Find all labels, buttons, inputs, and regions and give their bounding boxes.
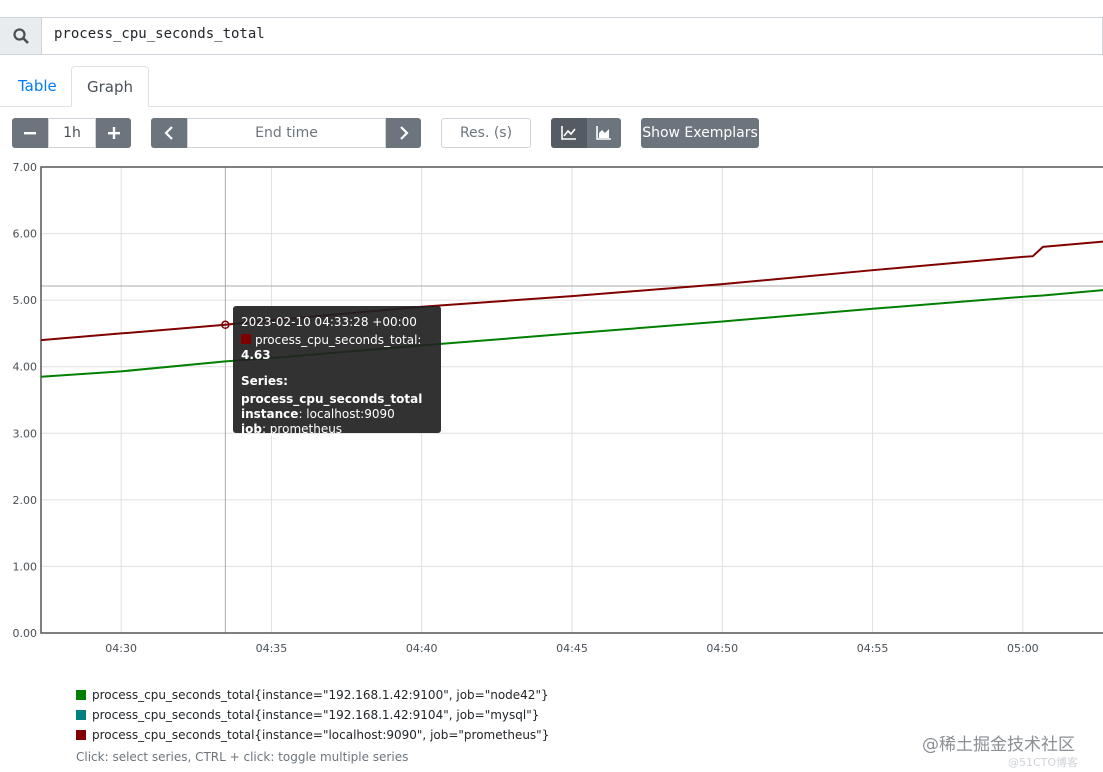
end-time-input[interactable]: End time	[187, 118, 386, 148]
label-value: : prometheus	[261, 422, 343, 436]
tab-line	[0, 106, 1103, 107]
hover-point	[221, 320, 230, 330]
search-icon[interactable]	[0, 18, 42, 54]
x-tick-label: 05:00	[1007, 642, 1039, 655]
tooltip-value: 4.63	[241, 348, 271, 362]
tooltip-time: 2023-02-10 04:33:28 +00:00	[241, 315, 417, 329]
increase-range[interactable]	[96, 118, 131, 148]
label-key: instance	[241, 407, 299, 421]
line-icon	[561, 126, 576, 140]
tooltip-metric: process_cpu_seconds_total:	[255, 333, 422, 347]
tooltip-series-name: process_cpu_seconds_total	[241, 392, 423, 406]
footer-hint: Click: select series, CTRL + click: togg…	[76, 750, 409, 764]
chevron-left	[164, 126, 173, 140]
legend-label: process_cpu_seconds_total{instance="loca…	[92, 728, 550, 742]
magnifier	[12, 28, 29, 44]
x-tick-label: 04:35	[256, 642, 288, 655]
next-time[interactable]	[386, 118, 421, 148]
y-tick-label: 2.00	[13, 494, 38, 507]
plus-icon	[107, 127, 120, 139]
series-line	[40, 289, 1103, 378]
x-tick-label: 04:50	[706, 642, 738, 655]
legend-swatch	[76, 690, 86, 700]
chevron-right	[399, 126, 409, 140]
watermark: @51CTO博客	[1008, 756, 1079, 769]
x-tick-label: 04:55	[857, 642, 889, 655]
y-tick-label: 3.00	[13, 427, 38, 440]
watermark: @稀土掘金技术社区	[922, 735, 1075, 755]
x-tick-label: 04:40	[406, 642, 438, 655]
y-tick-label: 6.00	[13, 228, 38, 241]
tooltip-series-heading: Series:	[241, 374, 288, 388]
y-tick-label: 0.00	[13, 627, 38, 640]
minus-icon	[24, 132, 36, 135]
line-chart-toggle[interactable]	[551, 118, 587, 148]
range-input[interactable]: 1h	[48, 118, 96, 148]
tab-graph[interactable]: Graph	[71, 66, 149, 107]
y-tick-label: 7.00	[13, 161, 38, 174]
legend-swatch	[76, 710, 86, 720]
legend-swatch	[76, 730, 86, 740]
tooltip-label: job: prometheus	[241, 422, 433, 437]
y-tick-label: 4.00	[13, 361, 38, 374]
legend-label: process_cpu_seconds_total{instance="192.…	[92, 688, 549, 702]
legend-item[interactable]: process_cpu_seconds_total{instance="192.…	[76, 705, 549, 725]
previous-time[interactable]	[151, 118, 187, 148]
legend-item[interactable]: process_cpu_seconds_total{instance="192.…	[76, 685, 549, 705]
query-input[interactable]: process_cpu_seconds_total	[54, 26, 265, 42]
tooltip-label: instance: localhost:9090	[241, 407, 433, 422]
tooltip-value-row: process_cpu_seconds_total: 4.63	[241, 333, 433, 363]
y-tick-label: 1.00	[13, 560, 38, 573]
stacked-chart-toggle[interactable]	[587, 118, 621, 148]
graph: 0.00 1.00 2.00 3.00 4.00 5.00 6.00 7.00 04:30 04:…	[13, 161, 1103, 655]
area-icon	[596, 126, 611, 140]
resolution-input[interactable]: Res. (s)	[441, 118, 531, 148]
legend: process_cpu_seconds_total{instance="192.…	[76, 685, 549, 745]
tooltip: 2023-02-10 04:33:28 +00:00 process_cpu_s…	[233, 306, 441, 436]
plot-border	[40, 166, 1103, 634]
legend-label: process_cpu_seconds_total{instance="192.…	[92, 708, 540, 722]
tooltip-swatch	[241, 334, 251, 344]
label-key: job	[241, 422, 262, 436]
search-bar: process_cpu_seconds_total	[0, 17, 1103, 55]
tab-table[interactable]: Table	[18, 77, 57, 95]
x-tick-label: 04:45	[556, 642, 588, 655]
label-value: : localhost:9090	[298, 407, 395, 421]
decrease-range[interactable]	[12, 118, 48, 148]
x-tick-label: 04:30	[105, 642, 137, 655]
y-tick-label: 5.00	[13, 294, 38, 307]
legend-item[interactable]: process_cpu_seconds_total{instance="loca…	[76, 725, 549, 745]
show-exemplars-button[interactable]: Show Exemplars	[641, 118, 759, 148]
series-line	[40, 240, 1103, 342]
